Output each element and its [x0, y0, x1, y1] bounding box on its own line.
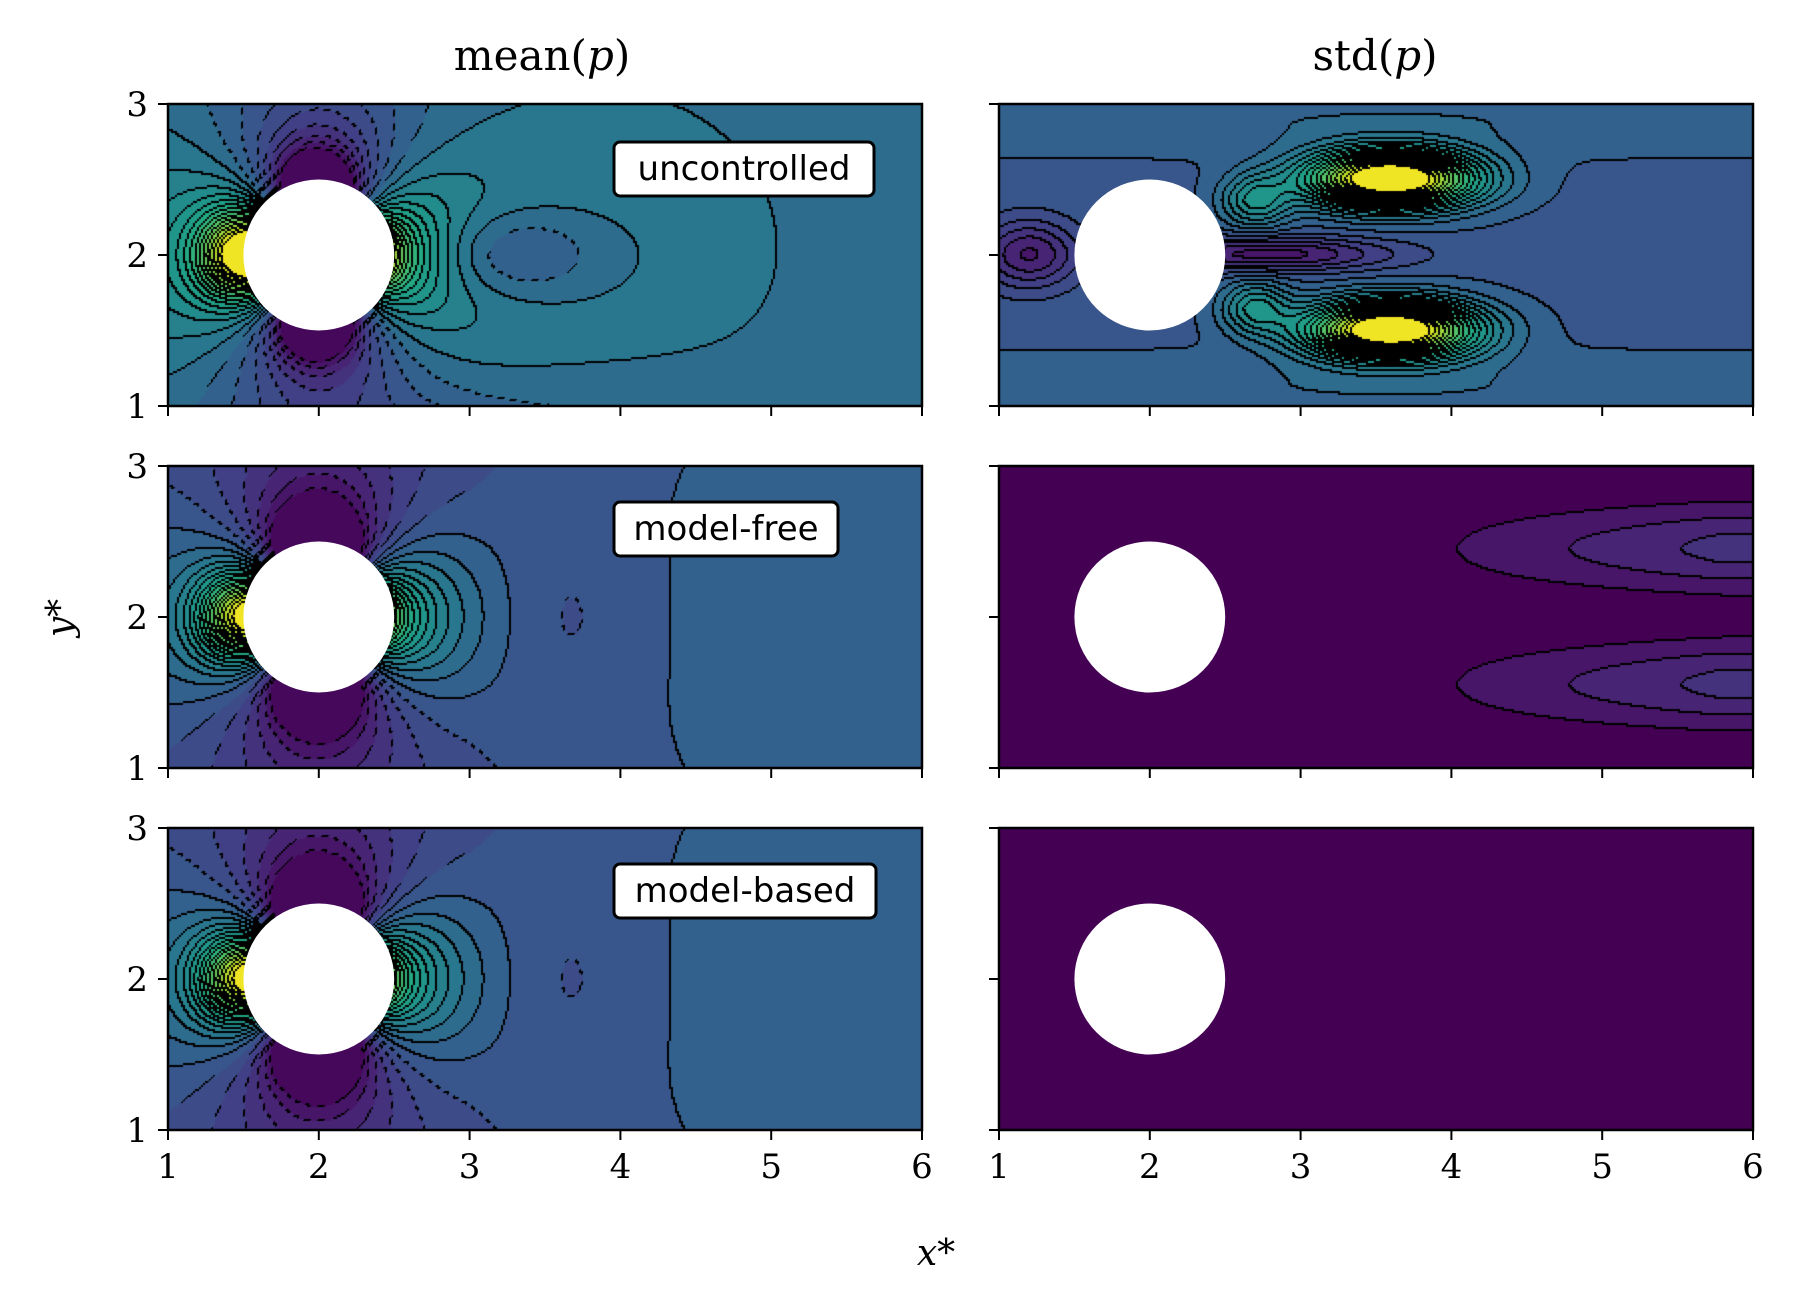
case-label-text: model-free [633, 509, 818, 549]
x-tick-label: 3 [1290, 1147, 1312, 1187]
cylinder-obstacle [243, 179, 395, 331]
x-tick-label: 4 [610, 1147, 632, 1187]
column-title-std: std(p) [1313, 31, 1438, 80]
cylinder-obstacle [1074, 903, 1226, 1055]
panel-model-free-std [989, 464, 1755, 778]
x-tick-label: 3 [459, 1147, 481, 1187]
x-tick-label: 6 [1742, 1147, 1764, 1187]
y-tick-label: 2 [126, 960, 148, 1000]
cylinder-obstacle [243, 903, 395, 1055]
cylinder-obstacle [243, 541, 395, 693]
x-tick-label: 2 [308, 1147, 330, 1187]
x-tick-label: 1 [157, 1147, 179, 1187]
column-title-mean: mean(p) [454, 31, 630, 80]
panel-uncontrolled-std [989, 102, 1755, 416]
case-label-model-free: model-free [612, 500, 840, 558]
x-tick-label: 4 [1441, 1147, 1463, 1187]
y-tick-label: 1 [126, 387, 148, 427]
cylinder-obstacle [1074, 541, 1226, 693]
y-tick-label: 2 [126, 598, 148, 638]
case-label-text: model-based [635, 871, 856, 911]
x-axis-label: x* [917, 1233, 955, 1274]
y-tick-label: 3 [126, 85, 148, 125]
case-label-uncontrolled: uncontrolled [612, 140, 876, 198]
x-tick-label: 6 [911, 1147, 933, 1187]
x-tick-label: 2 [1139, 1147, 1161, 1187]
y-axis-label: y* [40, 599, 81, 639]
x-tick-label: 1 [988, 1147, 1010, 1187]
x-tick-label: 5 [1591, 1147, 1613, 1187]
panel-uncontrolled-mean: 1 2 3 [126, 85, 924, 427]
y-tick-label: 1 [126, 749, 148, 789]
case-label-text: uncontrolled [638, 149, 851, 189]
y-tick-label: 3 [126, 809, 148, 849]
y-tick-label: 1 [126, 1111, 148, 1151]
y-tick-label: 2 [126, 236, 148, 276]
panel-model-free-mean: 1 2 3 [126, 447, 924, 789]
x-tick-label: 5 [760, 1147, 782, 1187]
cylinder-obstacle [1074, 179, 1226, 331]
y-tick-label: 3 [126, 447, 148, 487]
panel-model-based-std: 1 2 3 4 5 6 [988, 826, 1764, 1187]
case-label-model-based: model-based [612, 862, 878, 920]
